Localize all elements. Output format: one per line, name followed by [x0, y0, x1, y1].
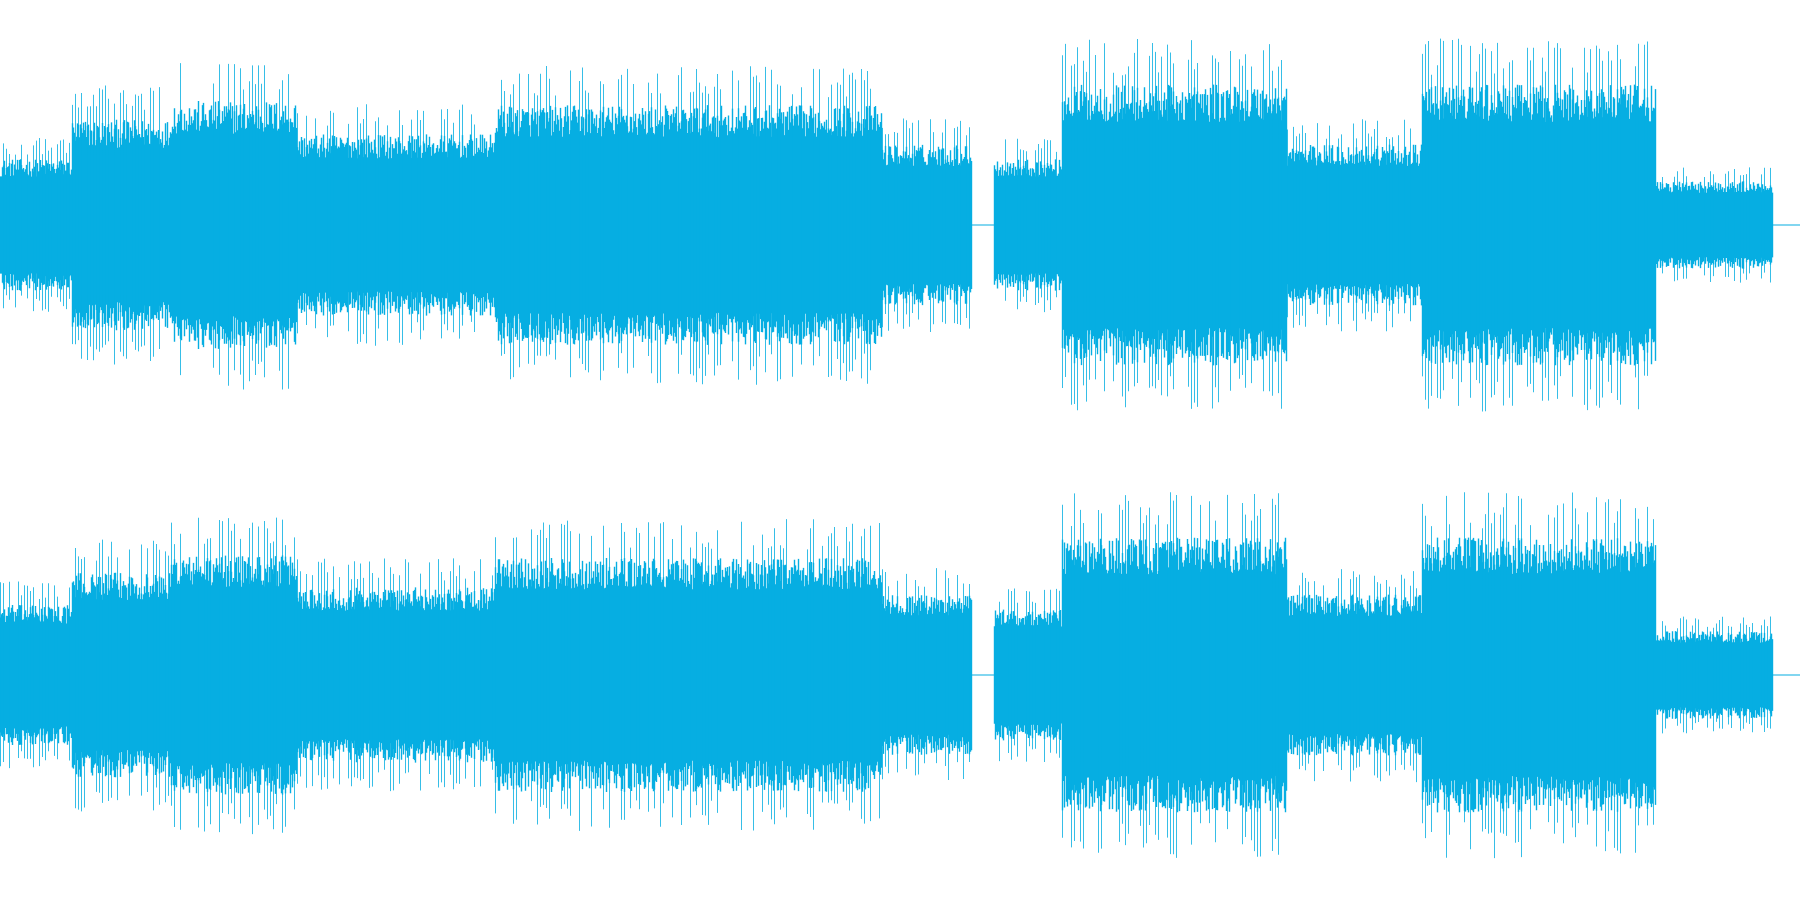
waveform-peaks — [0, 492, 1771, 859]
waveform-body — [0, 84, 1774, 366]
channel-right-waveform — [0, 492, 1800, 859]
channel-left-waveform — [0, 38, 1800, 412]
waveform-peaks — [3, 38, 1771, 412]
